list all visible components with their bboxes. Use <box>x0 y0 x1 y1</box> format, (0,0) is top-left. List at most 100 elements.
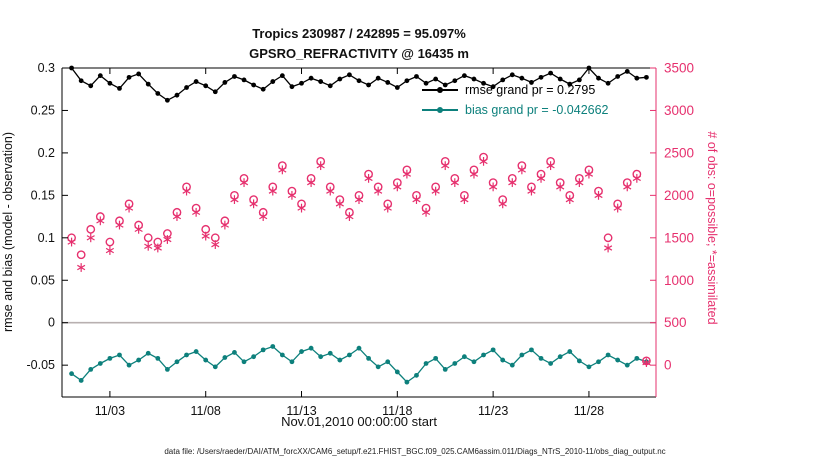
bias-point <box>481 352 486 358</box>
assimilated-marker <box>249 201 258 207</box>
rmse-point <box>212 89 218 95</box>
bias-point <box>414 372 419 378</box>
data-file-caption: data file: /Users/raeder/DAI/ATM_forcXX/… <box>164 447 666 456</box>
rmse-point <box>500 77 506 83</box>
right-tick-label: 0 <box>664 358 672 373</box>
bias-point <box>270 344 276 349</box>
rmse-point <box>548 70 554 76</box>
rmse-point <box>490 84 496 90</box>
rmse-point <box>174 92 180 98</box>
bias-point <box>576 358 582 364</box>
bias-point <box>318 354 324 360</box>
bias-point <box>212 364 218 370</box>
possible-marker <box>105 237 115 247</box>
left-tick-label: 0.05 <box>31 273 55 287</box>
assimilated-marker <box>230 196 239 203</box>
rmse-point <box>538 74 544 80</box>
assimilated-marker <box>594 192 603 199</box>
bias-point <box>394 369 400 375</box>
assimilated-marker <box>105 247 115 254</box>
assimilated-marker <box>182 188 191 194</box>
rmse-point <box>452 78 458 84</box>
bias-point <box>347 352 352 358</box>
rmse-point <box>644 74 649 80</box>
assimilated-marker <box>211 241 220 248</box>
rmse-point <box>241 77 247 83</box>
rmse-point <box>136 71 142 77</box>
assimilated-marker <box>527 188 536 194</box>
bias-point <box>557 354 563 360</box>
rmse-point <box>299 80 304 86</box>
legend-item-bias: bias grand pr = -0.042662 <box>422 100 609 120</box>
possible-marker <box>76 250 86 260</box>
right-tick-label: 500 <box>664 315 687 330</box>
assimilated-marker <box>335 201 344 207</box>
assimilated-marker <box>96 218 105 224</box>
bias-point <box>452 361 458 366</box>
assimilated-marker <box>374 188 383 194</box>
bias-point <box>596 359 601 365</box>
right-tick-label: 1500 <box>664 230 694 245</box>
rmse-point <box>97 73 103 79</box>
right-axis-label: # of obs: o=possible; *=assimilated <box>705 131 719 325</box>
rmse-point <box>327 83 333 89</box>
bias-point <box>289 359 295 365</box>
bias-point <box>126 362 132 368</box>
x-tick-label: 11/18 <box>382 404 412 418</box>
legend-marker-dot-icon <box>437 107 443 113</box>
assimilated-marker <box>86 235 95 241</box>
assimilated-marker <box>278 167 287 173</box>
bias-point <box>327 350 333 356</box>
assimilated-marker <box>460 196 469 203</box>
assimilated-marker <box>163 236 172 243</box>
rmse-point <box>184 85 189 90</box>
plot-title-line2: GPSRO_REFRACTIVITY @ 16435 m <box>249 46 469 61</box>
bias-point <box>308 345 314 351</box>
left-tick-label: 0.25 <box>31 103 55 117</box>
assimilated-marker <box>115 222 124 228</box>
bias-point <box>203 357 209 363</box>
x-axis-label: Nov.01,2010 00:00:00 start <box>281 414 437 429</box>
bias-point <box>279 352 285 358</box>
bias-point <box>145 350 151 356</box>
legend-line-sample <box>422 87 458 93</box>
left-tick-label: 0.2 <box>38 146 55 160</box>
assimilated-marker <box>402 171 412 177</box>
rmse-point <box>634 75 640 81</box>
rmse-point <box>615 74 621 79</box>
rmse-point <box>414 74 419 79</box>
assimilated-marker <box>489 184 498 190</box>
assimilated-marker <box>268 188 277 194</box>
right-tick-label: 2500 <box>664 145 694 160</box>
bias-point <box>567 349 573 354</box>
rmse-point <box>471 76 477 82</box>
rmse-point <box>347 72 352 78</box>
right-tick-label: 2000 <box>664 188 694 203</box>
rmse-point <box>155 91 161 96</box>
assimilated-marker <box>259 213 268 220</box>
bias-point <box>164 367 170 372</box>
rmse-point <box>567 81 573 87</box>
left-tick-label: -0.05 <box>27 358 56 372</box>
rmse-point <box>576 77 582 83</box>
bias-point <box>222 355 228 360</box>
assimilated-marker <box>201 233 210 239</box>
assimilated-marker <box>584 171 594 177</box>
bias-point <box>117 352 122 358</box>
possible-marker <box>143 233 153 243</box>
bias-point <box>423 361 429 366</box>
bias-point <box>241 359 247 365</box>
assimilated-marker <box>239 179 249 186</box>
rmse-point <box>279 73 285 79</box>
bias-point <box>500 357 506 363</box>
bias-point <box>184 352 189 358</box>
bias-point <box>538 355 544 361</box>
assimilated-marker <box>67 239 76 245</box>
rmse-point <box>461 73 467 79</box>
assimilated-marker <box>287 192 297 199</box>
bias-point <box>433 355 439 361</box>
rmse-point <box>260 86 266 92</box>
left-tick-label: 0.15 <box>31 188 55 202</box>
